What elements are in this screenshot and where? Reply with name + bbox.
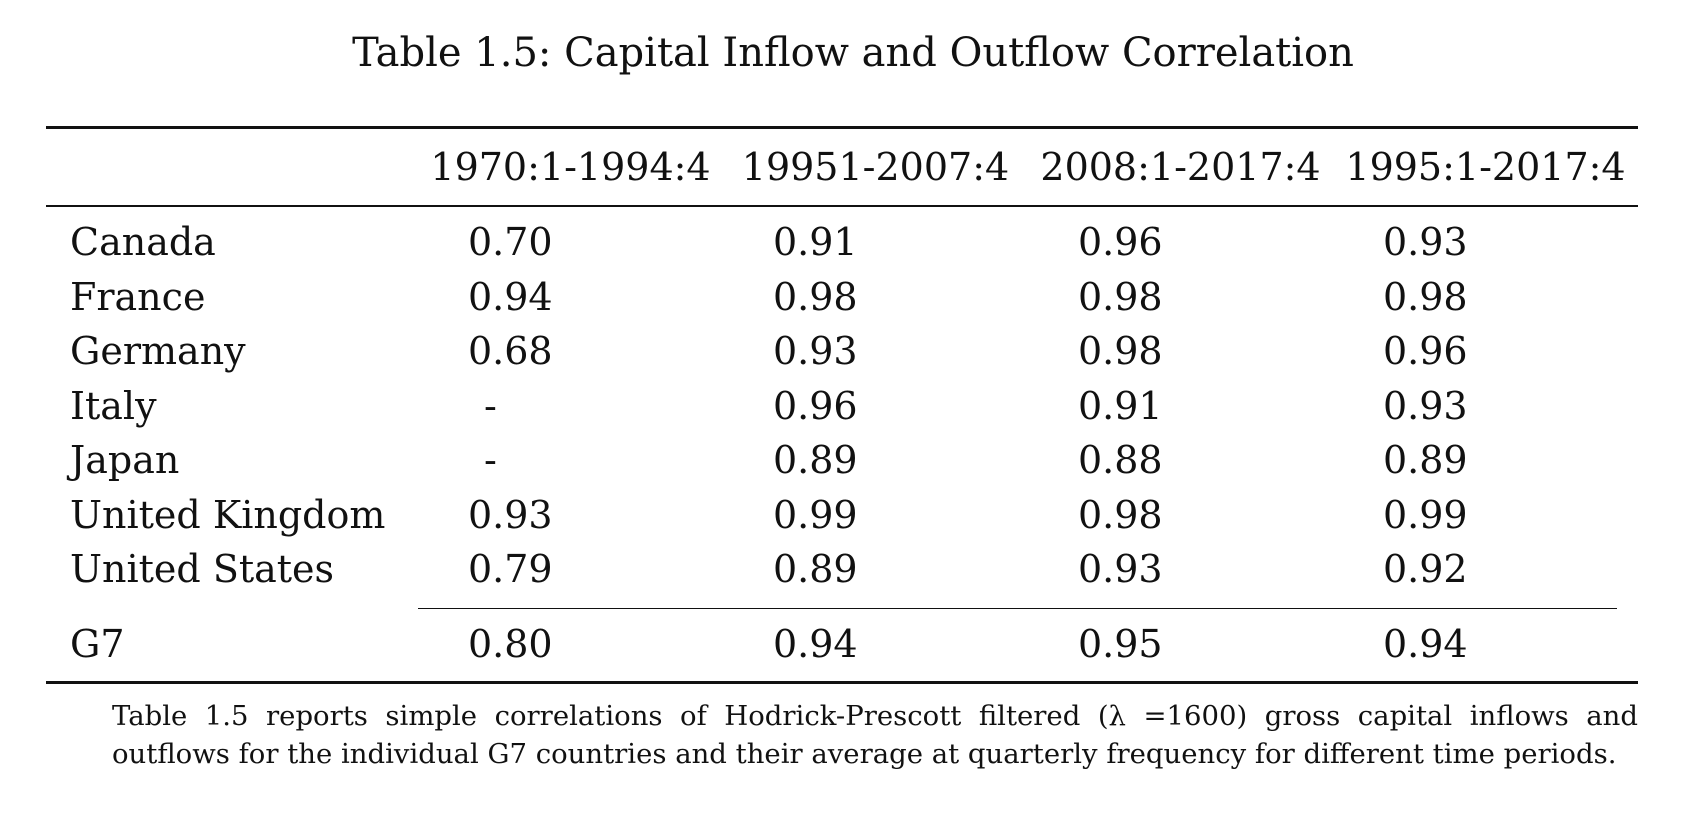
table-caption: Table 1.5: Capital Inflow and Outflow Co… — [352, 30, 1354, 76]
cell-value: 0.96 — [1078, 220, 1163, 265]
cell-value: 0.98 — [1383, 274, 1468, 319]
cell-value: 0.98 — [773, 274, 858, 319]
cell-value: 0.94 — [468, 274, 553, 319]
cell-value: 0.70 — [468, 220, 553, 265]
country-name: Japan — [70, 438, 180, 483]
correlation-table-container: 1970:1-1994:4 19951-2007:4 2008:1-2017:4… — [46, 126, 1638, 684]
cell-value: 0.93 — [1383, 383, 1468, 428]
total-label: G7 — [46, 606, 418, 684]
country-name: France — [70, 274, 206, 319]
header-country — [46, 126, 418, 207]
cell-value: 0.92 — [1383, 547, 1468, 592]
cell-value: 0.89 — [773, 547, 858, 592]
header-period-2008-2017: 2008:1-2017:4 — [1028, 126, 1333, 207]
country-name: Italy — [70, 383, 157, 428]
country-name: Canada — [70, 220, 216, 265]
cell-value: 0.98 — [1078, 492, 1163, 537]
cell-value: 0.96 — [1383, 329, 1468, 374]
table-row: Italy - 0.96 0.91 0.93 — [46, 379, 1638, 434]
cell-value: 0.93 — [1383, 220, 1468, 265]
total-value: 0.95 — [1028, 606, 1333, 684]
cell-value: 0.93 — [468, 492, 553, 537]
cell-value: 0.79 — [468, 547, 553, 592]
cell-value: 0.96 — [773, 383, 858, 428]
table-row: Germany 0.68 0.93 0.98 0.96 — [46, 324, 1638, 379]
cell-value: 0.91 — [1078, 383, 1163, 428]
total-value: 0.94 — [723, 606, 1028, 684]
country-name: United Kingdom — [70, 492, 386, 537]
country-name: United States — [70, 547, 335, 592]
header-period-1995-2007: 19951-2007:4 — [723, 126, 1028, 207]
header-row: 1970:1-1994:4 19951-2007:4 2008:1-2017:4… — [46, 126, 1638, 207]
cell-value: 0.88 — [1078, 438, 1163, 483]
total-row: G7 0.80 0.94 0.95 0.94 — [46, 606, 1638, 684]
correlation-table: 1970:1-1994:4 19951-2007:4 2008:1-2017:4… — [46, 126, 1638, 684]
cell-value: 0.93 — [1078, 547, 1163, 592]
total-value: 0.80 — [418, 606, 723, 684]
table-row: United States 0.79 0.89 0.93 0.92 — [46, 542, 1638, 607]
header-period-1970-1994: 1970:1-1994:4 — [418, 126, 723, 207]
cell-value: 0.98 — [1078, 329, 1163, 374]
cell-value: - — [484, 438, 497, 483]
cell-value: - — [484, 383, 497, 428]
cell-value: 0.68 — [468, 329, 553, 374]
table-row: Canada 0.70 0.91 0.96 0.93 — [46, 206, 1638, 270]
cell-value: 0.91 — [773, 220, 858, 265]
cell-value: 0.99 — [773, 492, 858, 537]
cell-value: 0.93 — [773, 329, 858, 374]
total-divider — [418, 608, 1617, 609]
header-period-1995-2017: 1995:1-2017:4 — [1333, 126, 1638, 207]
table-row: France 0.94 0.98 0.98 0.98 — [46, 270, 1638, 325]
table-row: United Kingdom 0.93 0.99 0.98 0.99 — [46, 488, 1638, 543]
table-row: Japan - 0.89 0.88 0.89 — [46, 433, 1638, 488]
country-name: Germany — [70, 329, 246, 374]
cell-value: 0.89 — [1383, 438, 1468, 483]
cell-value: 0.99 — [1383, 492, 1468, 537]
cell-value: 0.89 — [773, 438, 858, 483]
total-value: 0.94 — [1333, 606, 1638, 684]
table-note: Table 1.5 reports simple correlations of… — [112, 700, 1638, 770]
cell-value: 0.98 — [1078, 274, 1163, 319]
